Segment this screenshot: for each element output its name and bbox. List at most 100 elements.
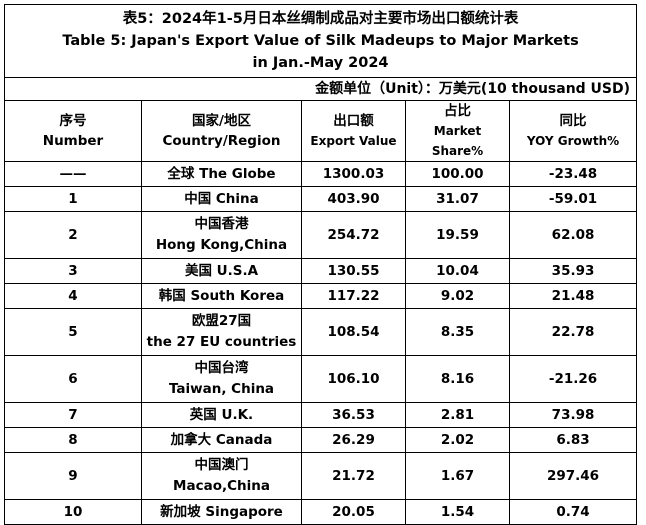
cell-yoy-growth: 297.46 [508,452,638,500]
cell-market-share: 9.02 [405,283,510,309]
cell-number: 9 [4,452,142,500]
country-name: 中国澳门 [194,457,249,473]
cell-number: —— [4,161,142,187]
cell-market-share: 2.81 [405,402,510,428]
cell-market-share: 1.54 [405,499,510,525]
cell-export-value: 21.72 [301,452,406,500]
country-name: 中国香港 [194,216,249,232]
header-yoy-en: YOY Growth% [526,134,620,148]
cell-yoy-growth: 6.83 [508,427,638,453]
header-number: 序号 Number [4,100,142,162]
cell-yoy-growth: 35.93 [508,258,638,284]
cell-yoy-growth: 0.74 [508,499,638,525]
cell-country: 中国台湾 Taiwan, China [141,355,302,403]
header-number-cn: 序号 [59,113,87,129]
cell-number: 3 [4,258,142,284]
cell-country: 英国 U.K. [141,402,302,428]
cell-yoy-growth: -21.26 [508,355,638,403]
cell-export-value: 36.53 [301,402,406,428]
header-country: 国家/地区 Country/Region [141,100,302,162]
header-country-cn: 国家/地区 [192,113,251,129]
table-row: 8 加拿大 Canada 26.29 2.02 6.83 [4,427,638,453]
cell-export-value: 254.72 [301,211,406,259]
cell-market-share: 19.59 [405,211,510,259]
cell-country: 加拿大 Canada [141,427,302,453]
table-row: 1 中国 China 403.90 31.07 -59.01 [4,186,638,212]
header-value: 出口额 Export Value [301,100,406,162]
title-line-en: Table 5: Japan's Export Value of Silk Ma… [62,33,579,49]
header-share-cn: 占比 [444,103,471,119]
country-name: 英国 U.K. [189,407,254,423]
cell-yoy-growth: 73.98 [508,402,638,428]
cell-number: 6 [4,355,142,403]
table-row: 9 中国澳门 Macao,China 21.72 1.67 297.46 [4,452,638,500]
cell-number: 5 [4,308,142,356]
cell-number: 2 [4,211,142,259]
header-row: 序号 Number 国家/地区 Country/Region 出口额 Export V… [4,100,638,162]
cell-yoy-growth: 62.08 [508,211,638,259]
header-yoy: 同比 YOY Growth% [508,100,638,162]
cell-number: 8 [4,427,142,453]
table-row: 6 中国台湾 Taiwan, China 106.10 8.16 -21.26 [4,355,638,403]
export-table: 表5：2024年1-5月日本丝绸制成品对主要市场出口额统计表 Table 5: … [3,4,638,525]
cell-market-share: 100.00 [405,161,510,187]
cell-market-share: 2.02 [405,427,510,453]
cell-country: 全球 The Globe [141,161,302,187]
cell-country: 韩国 South Korea [141,283,302,309]
cell-country: 美国 U.S.A [141,258,302,284]
cell-number: 1 [4,186,142,212]
country-name: 中国 China [184,191,259,207]
title-row: 表5：2024年1-5月日本丝绸制成品对主要市场出口额统计表 Table 5: … [3,4,638,78]
country-name: 美国 U.S.A [184,263,259,279]
country-name: 中国台湾 [194,360,249,376]
cell-export-value: 106.10 [301,355,406,403]
country-name: 加拿大 Canada [170,432,273,448]
cell-export-value: 130.55 [301,258,406,284]
country-name-en: the 27 EU countries [146,334,297,350]
cell-market-share: 8.16 [405,355,510,403]
cell-export-value: 117.22 [301,283,406,309]
cell-yoy-growth: -23.48 [508,161,638,187]
table-row: 10 新加坡 Singapore 20.05 1.54 0.74 [4,499,638,525]
table-row: 3 美国 U.S.A 130.55 10.04 35.93 [4,258,638,284]
country-name: 韩国 South Korea [158,288,285,304]
cell-market-share: 8.35 [405,308,510,356]
cell-yoy-growth: -59.01 [508,186,638,212]
table-row: 4 韩国 South Korea 117.22 9.02 21.48 [4,283,638,309]
country-name: 全球 The Globe [167,166,276,182]
table-row: 7 英国 U.K. 36.53 2.81 73.98 [4,402,638,428]
header-value-cn: 出口额 [333,113,374,129]
unit-row: 金额单位（Unit）：万美元(10 thousand USD) [3,77,638,101]
export-table-document: 表5：2024年1-5月日本丝绸制成品对主要市场出口额统计表 Table 5: … [3,4,638,525]
cell-market-share: 10.04 [405,258,510,284]
cell-country: 新加坡 Singapore [141,499,302,525]
title-line-period: in Jan.-May 2024 [252,55,389,71]
cell-country: 中国香港 Hong Kong,China [141,211,302,259]
title-line-cn: 表5：2024年1-5月日本丝绸制成品对主要市场出口额统计表 [122,11,519,27]
header-share: 占比 Market Share% [405,100,510,162]
header-yoy-cn: 同比 [559,113,587,129]
cell-export-value: 108.54 [301,308,406,356]
table-title: 表5：2024年1-5月日本丝绸制成品对主要市场出口额统计表 Table 5: … [3,4,638,78]
country-name-en: Macao,China [173,478,270,494]
cell-number: 4 [4,283,142,309]
cell-number: 10 [4,499,142,525]
cell-country: 中国 China [141,186,302,212]
country-name-en: Hong Kong,China [155,237,288,253]
cell-export-value: 20.05 [301,499,406,525]
cell-export-value: 403.90 [301,186,406,212]
table-row: 5 欧盟27国 the 27 EU countries 108.54 8.35 22.78 [4,308,638,356]
header-share-en: Market Share% [431,124,484,158]
header-country-en: Country/Region [162,133,281,149]
cell-number: 7 [4,402,142,428]
cell-export-value: 26.29 [301,427,406,453]
cell-market-share: 1.67 [405,452,510,500]
header-number-en: Number [42,133,104,149]
cell-market-share: 31.07 [405,186,510,212]
country-name: 欧盟27国 [191,313,252,329]
unit-label: 金额单位（Unit）：万美元(10 thousand USD) [3,77,638,101]
table-row: 2 中国香港 Hong Kong,China 254.72 19.59 62.08 [4,211,638,259]
country-name-en: Taiwan, China [168,381,275,397]
cell-country: 欧盟27国 the 27 EU countries [141,308,302,356]
country-name: 新加坡 Singapore [160,504,283,520]
